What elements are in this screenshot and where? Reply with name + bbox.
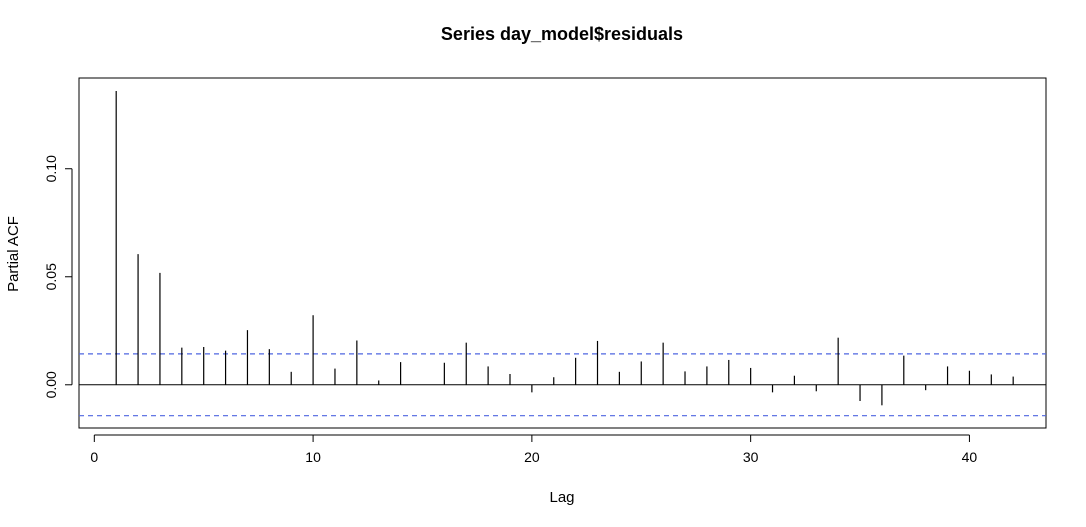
y-axis-label: Partial ACF [5,216,22,292]
y-tick-label-2: 0.10 [43,155,59,182]
confidence-lines [79,353,1046,417]
x-tick-label-0: 0 [90,449,98,465]
x-tick-label-10: 10 [305,449,321,465]
x-tick-label-30: 30 [743,449,759,465]
x-tick-label-40: 40 [962,449,978,465]
x-axis: 0 10 20 30 40 [90,434,978,465]
y-axis: 0.00 0.05 0.10 [43,155,73,398]
x-tick-label-20: 20 [524,449,540,465]
pacf-bars [115,90,1014,406]
y-tick-label-0: 0.00 [43,371,59,398]
y-tick-label-1: 0.05 [43,263,59,290]
x-axis-label: Lag [549,489,574,506]
plot-frame-group [78,77,1047,429]
plot-frame [78,77,1047,429]
chart-title: Series day_model$residuals [441,24,683,44]
